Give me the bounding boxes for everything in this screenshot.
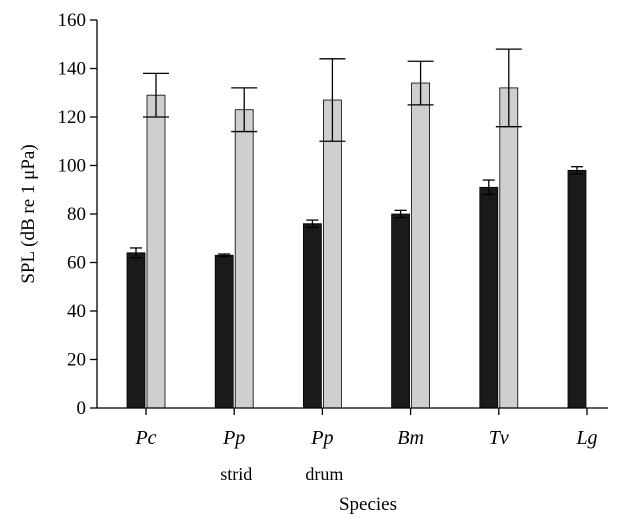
y-tick-label: 40	[67, 301, 86, 322]
y-axis-title: SPL (dB re 1 μPa)	[18, 144, 39, 283]
x-tick-label: Bm	[397, 427, 424, 449]
bar	[391, 213, 411, 409]
x-tick-sublabel: strid	[220, 464, 252, 484]
y-tick-label: 20	[67, 350, 86, 371]
y-tick-label: 140	[58, 59, 87, 80]
x-tick-label: Pc	[134, 427, 156, 449]
bar	[214, 254, 234, 409]
x-tick-sublabel: drum	[305, 464, 343, 484]
y-tick-label: 0	[77, 398, 87, 419]
bar	[479, 186, 499, 409]
x-axis-title: Species	[339, 494, 397, 515]
x-tick-label: Pp	[222, 427, 245, 449]
y-axis-ticks: 0 20 40 60 80 100 120 140 160	[58, 10, 97, 419]
bar	[302, 223, 322, 409]
y-tick-label: 160	[58, 10, 87, 31]
error-bars	[130, 48, 583, 259]
bar	[234, 109, 254, 409]
bar	[126, 252, 146, 409]
bar	[146, 94, 166, 409]
bar	[411, 82, 431, 409]
x-axis-ticks: Pc Pp strid Pp drum Bm Tv Lg	[134, 408, 598, 484]
x-tick-label: Pp	[310, 427, 333, 449]
y-tick-label: 80	[67, 204, 86, 225]
bar	[322, 99, 342, 409]
y-tick-label: 120	[58, 107, 87, 128]
x-tick-label: Tv	[489, 427, 509, 449]
bar	[567, 169, 587, 409]
bars	[126, 82, 587, 409]
bar	[499, 87, 519, 409]
x-tick-label: Lg	[575, 427, 597, 449]
y-tick-label: 60	[67, 253, 86, 274]
y-tick-label: 100	[58, 156, 87, 177]
